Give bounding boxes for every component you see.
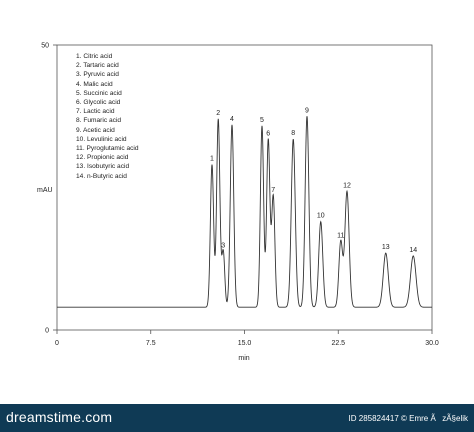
y-tick-label: 0: [45, 328, 49, 335]
legend-item: 8. Fumaric acid: [76, 117, 122, 125]
legend-item: 6. Glycolic acid: [76, 99, 121, 107]
x-tick-label: 15.0: [238, 340, 252, 347]
footer-image-id: ID 285824417 © Emre ÃzÃ§elik: [348, 414, 468, 423]
legend-item: 3. Pyruvic acid: [76, 71, 119, 79]
legend-item: 12. Propionic acid: [76, 154, 129, 162]
chromatogram-trace: [57, 116, 432, 308]
x-tick-label: 0: [55, 340, 59, 347]
peak-label: 8: [291, 130, 295, 137]
legend-item: 1. Citric acid: [76, 53, 113, 60]
legend-item: 5. Succinic acid: [76, 89, 122, 97]
peak-label: 11: [337, 233, 344, 240]
legend-item: 11. Pyroglutamic acid: [76, 145, 139, 153]
peak-label: 1: [210, 156, 214, 163]
legend-item: 9. Acetic acid: [76, 126, 115, 134]
peak-label: 6: [266, 131, 270, 138]
peak-label: 2: [216, 110, 220, 117]
y-axis-label: mAU: [37, 187, 53, 194]
peak-label: 13: [382, 244, 390, 251]
x-tick-label: 22.5: [331, 340, 345, 347]
legend-item: 7. Lactic acid: [76, 108, 115, 116]
x-tick-label: 30.0: [425, 340, 439, 347]
peak-label: 3: [221, 242, 225, 249]
peak-label: 9: [305, 107, 309, 114]
legend-item: 13. Isobutyric acid: [76, 163, 130, 171]
peak-label: 4: [230, 116, 234, 123]
legend-item: 4. Malic acid: [76, 80, 113, 88]
x-tick-label: 7.5: [146, 340, 156, 347]
legend-item: 2. Tartaric acid: [76, 62, 119, 70]
watermark-footer: dreamstime.com ID 285824417 © Emre ÃzÃ§…: [0, 404, 474, 432]
y-tick-label: 50: [41, 43, 49, 50]
ticks-layer: 0 7.5 15.0 22.5 30.0 0 50: [41, 43, 439, 348]
peak-label: 14: [409, 247, 417, 254]
legend: 1. Citric acid 2. Tartaric acid 3. Pyruvic…: [76, 52, 139, 181]
peak-label: 5: [260, 117, 264, 124]
peak-label: 7: [271, 187, 275, 194]
footer-brand: dreamstime.com: [6, 409, 113, 425]
peak-label: 12: [343, 182, 351, 189]
x-axis-label: min: [238, 355, 249, 362]
peak-label: 10: [317, 213, 325, 220]
legend-item: 14. n-Butyric acid: [76, 172, 127, 180]
legend-item: 10. Levulinic acid: [76, 135, 127, 143]
